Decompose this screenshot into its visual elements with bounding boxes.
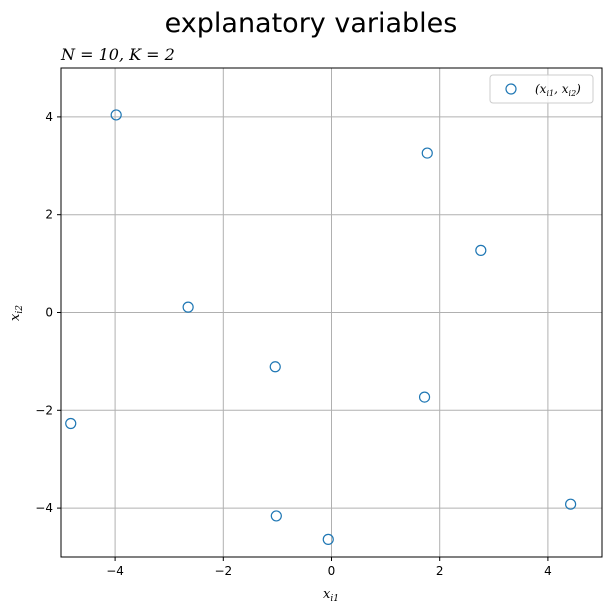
x-axis-label: xi1 [323,587,339,604]
y-tick-label: −2 [35,403,53,417]
data-point [322,533,334,545]
x-tick-label: 4 [544,564,552,578]
grid [61,68,602,557]
axis-ticks: −4 −2 0 2 4 −4 −2 0 2 4 [35,110,551,578]
data-point [270,510,282,522]
data-point [565,498,577,510]
y-tick-label: 4 [45,110,53,124]
data-point [418,391,431,403]
x-tick-label: 2 [436,564,444,578]
chart-subtitle: N = 10, K = 2 [60,45,175,64]
x-tick-label: 0 [328,564,336,578]
data-point [65,417,77,430]
data-point [421,147,433,159]
data-point [110,109,122,121]
x-tick-label: −4 [106,564,124,578]
legend-box [489,74,594,104]
legend-marker [505,83,517,95]
y-tick-label: 2 [45,208,53,222]
data-point [269,361,281,373]
legend: (xi1, xi2) [489,74,594,104]
y-tick-label: 0 [45,306,53,320]
data-points [65,109,577,545]
data-point [475,244,487,256]
data-point [182,301,194,313]
y-tick-label: −4 [35,501,53,515]
x-tick-label: −2 [214,564,232,578]
y-axis-label: xi2 [8,305,25,321]
chart-title: explanatory variables [165,8,458,39]
